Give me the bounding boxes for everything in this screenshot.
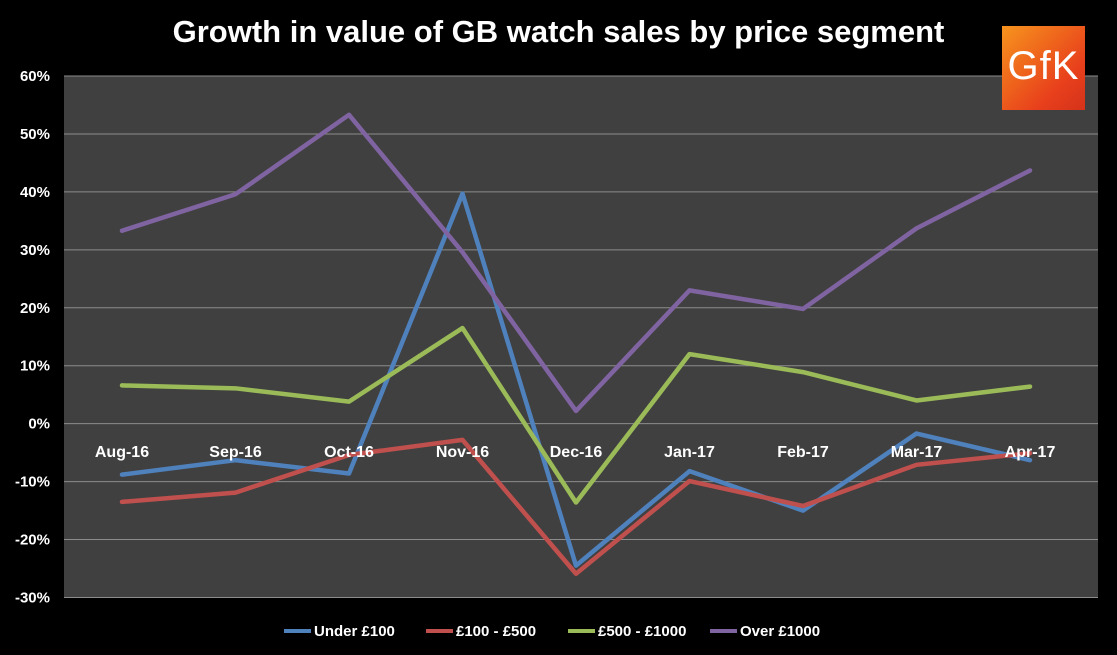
x-tick-label: Sep-16 — [209, 444, 262, 461]
data-point — [915, 226, 918, 230]
data-point — [688, 352, 691, 356]
x-tick-label: Dec-16 — [550, 444, 603, 461]
data-point — [801, 307, 805, 311]
data-point — [347, 113, 351, 117]
data-point — [801, 509, 805, 513]
x-tick-label: Jan-17 — [664, 444, 715, 461]
data-point — [574, 572, 578, 576]
data-point — [1028, 458, 1032, 462]
data-point — [915, 463, 918, 467]
y-tick-label: 40% — [20, 184, 50, 201]
legend-label: Under £100 — [314, 623, 395, 640]
data-point — [801, 370, 805, 374]
data-point — [461, 326, 464, 330]
data-point — [234, 491, 237, 495]
legend-label: £100 - £500 — [456, 623, 536, 640]
data-point — [120, 473, 124, 477]
y-tick-label: 30% — [20, 242, 50, 259]
data-point — [120, 229, 124, 233]
x-tick-label: Nov-16 — [436, 444, 489, 461]
data-point — [915, 398, 918, 402]
data-point — [347, 400, 351, 404]
x-tick-label: Aug-16 — [95, 444, 149, 461]
data-point — [347, 471, 351, 475]
chart-title: Growth in value of GB watch sales by pri… — [172, 14, 945, 49]
data-point — [574, 500, 578, 504]
y-tick-label: 50% — [20, 126, 50, 143]
data-point — [234, 386, 237, 390]
x-tick-label: Apr-17 — [1005, 444, 1056, 461]
data-point — [574, 564, 578, 568]
gfk-logo-text: GfK — [1007, 44, 1080, 88]
x-tick-label: Feb-17 — [777, 444, 829, 461]
gfk-logo: GfK — [1002, 26, 1085, 110]
y-tick-label: 20% — [20, 300, 50, 317]
data-point — [347, 453, 351, 457]
legend-label: Over £1000 — [740, 623, 820, 640]
data-point — [915, 432, 918, 436]
y-tick-label: -30% — [15, 590, 50, 607]
data-point — [1028, 168, 1032, 172]
data-point — [1028, 451, 1032, 455]
data-point — [574, 409, 578, 413]
data-point — [234, 458, 237, 462]
data-point — [688, 479, 691, 483]
data-point — [461, 192, 464, 196]
data-point — [120, 500, 124, 504]
data-point — [801, 504, 805, 508]
y-tick-label: 10% — [20, 358, 50, 375]
data-point — [234, 192, 237, 196]
y-tick-label: -20% — [15, 532, 50, 549]
data-point — [461, 250, 464, 254]
y-tick-label: -10% — [15, 474, 50, 491]
y-tick-label: 0% — [28, 416, 50, 433]
legend-label: £500 - £1000 — [598, 623, 686, 640]
data-point — [461, 438, 464, 442]
plot-area — [64, 76, 1098, 598]
data-point — [120, 383, 124, 387]
x-tick-label: Oct-16 — [324, 444, 374, 461]
y-tick-label: 60% — [20, 68, 50, 85]
data-point — [1028, 385, 1032, 389]
data-point — [688, 288, 691, 292]
x-tick-label: Mar-17 — [891, 444, 943, 461]
data-point — [688, 469, 691, 473]
